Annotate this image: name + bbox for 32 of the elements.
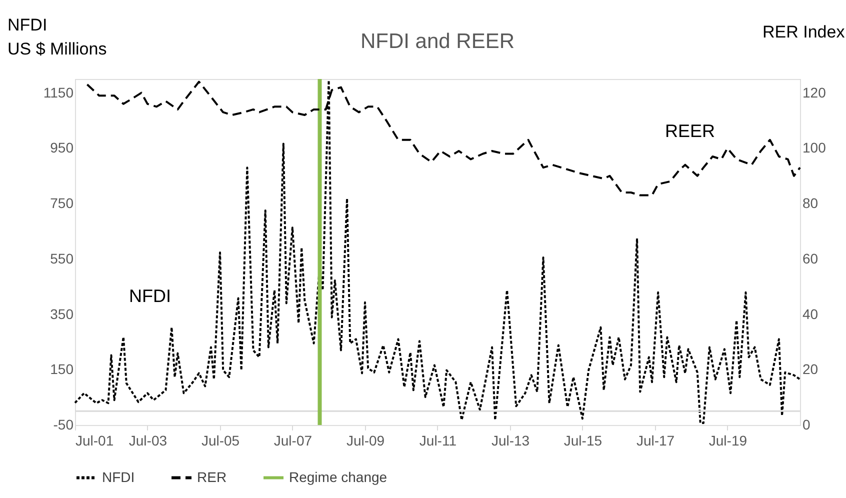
y-tick-label: 750 — [50, 195, 74, 212]
y-tick-label: 950 — [50, 140, 74, 156]
y-tick-label: 350 — [50, 306, 74, 322]
y-axis-title: NFDI US $ Millions — [8, 16, 107, 58]
x-tick-label: Jul-09 — [346, 432, 385, 448]
x-tick-label: Jul-15 — [564, 432, 602, 448]
annotation: REER — [664, 121, 716, 141]
y-tick-label: 550 — [50, 250, 74, 266]
x-tick-label: Jul-19 — [708, 432, 748, 448]
legend-label: RER — [197, 468, 227, 485]
legend-label: Regime change — [289, 468, 388, 485]
y-tick-label: 1150 — [43, 84, 74, 100]
y-tick-label: -50 — [53, 416, 74, 432]
y2-axis-title: RER Index — [762, 22, 846, 42]
x-tick-label: Jul-01 — [76, 432, 114, 448]
y2-tick-label: 120 — [802, 84, 826, 100]
y2-tick-label: 40 — [802, 306, 818, 322]
annotation: NFDI — [129, 286, 171, 306]
y2-tick-label: 20 — [802, 361, 818, 378]
x-tick-label: Jul-13 — [491, 432, 530, 448]
y2-tick-label: 0 — [802, 416, 810, 432]
legend-label: NFDI — [102, 468, 135, 485]
chart-title: NFDI and REER — [360, 30, 515, 53]
x-tick-label: Jul-11 — [419, 432, 457, 448]
x-tick-label: Jul-05 — [201, 432, 240, 448]
y2-tick-label: 80 — [802, 195, 818, 212]
x-tick-label: Jul-07 — [274, 432, 312, 448]
x-tick-label: Jul-17 — [636, 432, 675, 448]
y-tick-label: 150 — [50, 361, 74, 378]
y2-tick-label: 100 — [802, 140, 826, 156]
y2-tick-label: 60 — [802, 250, 818, 266]
x-tick-label: Jul-03 — [128, 432, 168, 448]
